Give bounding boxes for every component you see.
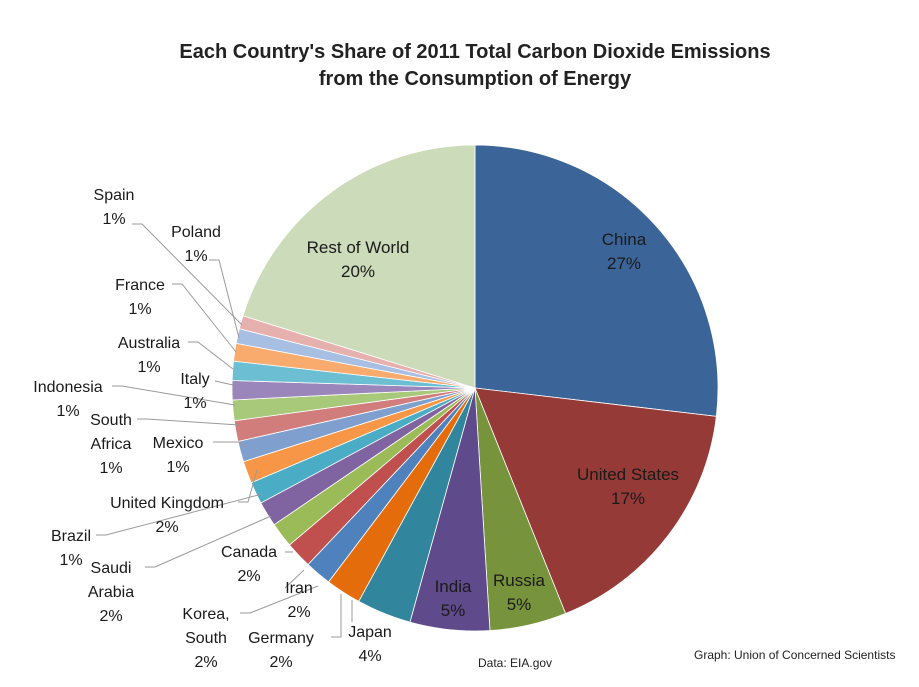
leader-line-spain [132, 223, 243, 326]
leader-line-korea [240, 585, 319, 614]
slice-label-japan: Japan 4% [348, 624, 392, 665]
graph-credit-note: Graph: Union of Concerned Scientists [694, 648, 895, 662]
slice-name-russia: Russia [493, 571, 546, 590]
slice-label-russia: Russia 5% [493, 571, 546, 614]
slice-value-spain: 1% [102, 211, 125, 228]
slice-value-germany: 2% [269, 654, 292, 671]
slice-name-safrica: Africa [91, 436, 132, 453]
slice-label-france: France 1% [115, 277, 165, 318]
slice-label-us: United States 17% [577, 465, 679, 508]
leader-line-indonesia [112, 385, 236, 406]
pie-slices [231, 144, 719, 632]
slice-value-korea: 2% [194, 654, 217, 671]
slice-label-poland: Poland 1% [171, 224, 221, 265]
slice-name-rest: Rest of World [307, 238, 410, 257]
slice-value-iran: 2% [287, 604, 310, 621]
slice-name-saudi: Saudi [91, 560, 132, 577]
slice-value-saudi: 2% [99, 608, 122, 625]
slice-name-mexico: Mexico [153, 435, 204, 452]
slice-value-france: 1% [128, 301, 151, 318]
leader-line-germany [331, 594, 342, 638]
leader-line-brazil [96, 493, 263, 536]
pie-slice-china [474, 144, 719, 417]
slice-label-mexico: Mexico 1% [153, 435, 204, 476]
slice-value-rest: 20% [341, 262, 375, 281]
slice-value-australia: 1% [137, 359, 160, 376]
leader-line-uk [238, 469, 258, 503]
slice-label-brazil: Brazil 1% [51, 528, 91, 569]
slice-label-safrica: South Africa 1% [90, 412, 132, 477]
slice-name-brazil: Brazil [51, 528, 91, 545]
slice-label-korea: Korea, South 2% [182, 606, 229, 671]
slice-label-rest: Rest of World 20% [307, 238, 410, 281]
slice-label-uk: United Kingdom 2% [110, 495, 224, 536]
slice-name-korea: Korea, [182, 606, 229, 623]
slice-name-saudi: Arabia [88, 584, 134, 601]
slice-value-canada: 2% [237, 568, 260, 585]
slice-value-indonesia: 1% [56, 403, 79, 420]
slice-value-italy: 1% [183, 395, 206, 412]
leader-line-saudi [145, 515, 272, 568]
slice-name-australia: Australia [118, 335, 180, 352]
leader-line-italy [214, 380, 234, 386]
label-leader-lines [96, 223, 353, 638]
slice-name-india: India [435, 577, 472, 596]
slice-label-germany: Germany 2% [248, 630, 314, 671]
slice-name-iran: Iran [285, 580, 313, 597]
slice-name-italy: Italy [180, 371, 209, 388]
slice-name-canada: Canada [221, 544, 277, 561]
chart-subtitle: from the Consumption of Energy [319, 68, 632, 90]
leader-line-australia [188, 341, 234, 370]
leader-line-france [172, 283, 237, 353]
slice-name-japan: Japan [348, 624, 392, 641]
slice-value-uk: 2% [155, 519, 178, 536]
pie-slice-us [474, 387, 717, 615]
slice-name-spain: Spain [94, 187, 135, 204]
leader-line-iran [284, 569, 305, 589]
slice-name-china: China [602, 230, 647, 249]
slice-value-brazil: 1% [59, 552, 82, 569]
slice-value-china: 27% [607, 254, 641, 273]
slice-value-safrica: 1% [99, 460, 122, 477]
slice-value-india: 5% [441, 601, 466, 620]
slice-name-korea: South [185, 630, 227, 647]
slice-label-indonesia: Indonesia 1% [33, 379, 102, 420]
slice-value-poland: 1% [184, 248, 207, 265]
slice-label-india: India 5% [435, 577, 472, 620]
slice-name-uk: United Kingdom [110, 495, 224, 512]
slice-label-canada: Canada 2% [221, 544, 277, 585]
slice-value-us: 17% [611, 489, 645, 508]
slice-value-japan: 4% [358, 648, 381, 665]
slice-name-germany: Germany [248, 630, 314, 647]
leader-line-safrica [137, 418, 240, 426]
slice-value-russia: 5% [507, 595, 532, 614]
slice-labels: China 27% United States 17% Russia 5% India 5% J… [33, 187, 679, 671]
slice-name-poland: Poland [171, 224, 221, 241]
slice-label-italy: Italy 1% [180, 371, 209, 412]
slice-name-us: United States [577, 465, 679, 484]
chart-title: Each Country's Share of 2011 Total Carbo… [179, 41, 770, 63]
pie-slice-rest [242, 144, 476, 389]
slice-label-saudi: Saudi Arabia 2% [88, 560, 134, 625]
slice-label-iran: Iran 2% [285, 580, 313, 621]
leader-line-mexico [213, 441, 246, 448]
slice-label-spain: Spain 1% [94, 187, 135, 228]
slice-name-indonesia: Indonesia [33, 379, 102, 396]
slice-label-australia: Australia 1% [118, 335, 180, 376]
slice-name-france: France [115, 277, 165, 294]
slice-value-mexico: 1% [166, 459, 189, 476]
slice-name-safrica: South [90, 412, 132, 429]
leader-line-poland [209, 259, 240, 339]
data-source-note: Data: EIA.gov [478, 656, 552, 670]
slice-label-china: China 27% [602, 230, 647, 273]
